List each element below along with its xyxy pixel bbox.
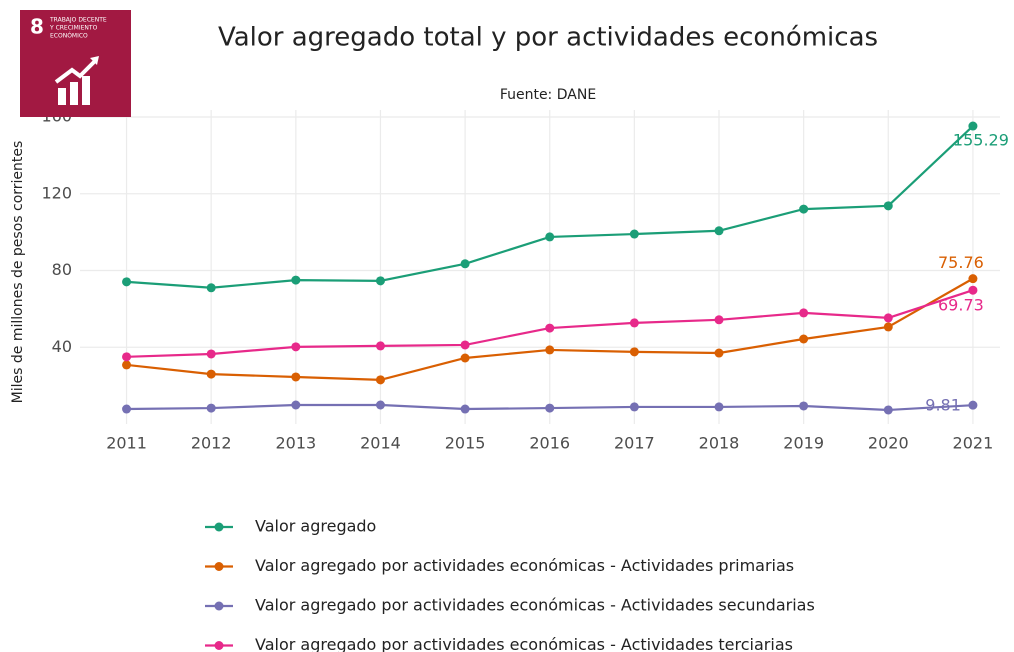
x-tick-label: 2018 <box>699 434 740 453</box>
data-point <box>968 400 978 410</box>
data-point <box>122 352 132 362</box>
data-point <box>460 340 470 350</box>
data-point <box>545 323 555 333</box>
data-point <box>883 322 893 332</box>
data-point <box>714 348 724 358</box>
data-point <box>206 349 216 359</box>
data-point <box>883 405 893 415</box>
data-label: 155.29 <box>953 131 1009 150</box>
data-point <box>883 313 893 323</box>
data-point <box>375 276 385 286</box>
y-axis-label: Miles de millones de pesos corrientes <box>10 141 26 404</box>
data-point <box>545 232 555 242</box>
data-point <box>799 308 809 318</box>
y-tick-label: 120 <box>41 183 72 202</box>
plot-area: 4080120160201120122013201420152016201720… <box>41 107 1008 453</box>
logo-icon <box>82 76 90 105</box>
data-point <box>629 318 639 328</box>
legend-label: Valor agregado por actividades económica… <box>255 556 794 575</box>
data-point <box>206 283 216 293</box>
data-point <box>545 345 555 355</box>
data-point <box>460 404 470 414</box>
x-tick-label: 2014 <box>360 434 401 453</box>
data-point <box>968 121 978 131</box>
data-point <box>799 401 809 411</box>
x-tick-label: 2020 <box>868 434 909 453</box>
data-point <box>629 347 639 357</box>
logo-text: TRABAJO DECENTE <box>49 17 107 24</box>
logo-text: Y CRECIMIENTO <box>49 25 98 32</box>
logo-number: 8 <box>30 15 44 39</box>
data-point <box>122 277 132 287</box>
legend-label: Valor agregado <box>255 517 376 536</box>
legend-marker <box>214 641 224 650</box>
legend-marker <box>214 562 224 571</box>
chart-subtitle: Fuente: DANE <box>500 87 596 103</box>
x-tick-label: 2021 <box>953 434 994 453</box>
data-point <box>714 402 724 412</box>
data-point <box>291 342 301 352</box>
x-tick-label: 2015 <box>445 434 486 453</box>
legend-marker <box>214 601 224 611</box>
legend-marker <box>214 522 224 532</box>
legend-label: Valor agregado por actividades económica… <box>255 635 793 652</box>
y-tick-label: 40 <box>52 337 72 356</box>
logo-icon <box>90 56 99 65</box>
data-point <box>122 360 132 370</box>
chart-title: Valor agregado total y por actividades e… <box>218 23 878 53</box>
data-point <box>206 403 216 413</box>
data-point <box>291 275 301 285</box>
data-point <box>714 226 724 236</box>
data-point <box>714 315 724 325</box>
data-point <box>291 400 301 410</box>
x-tick-label: 2012 <box>191 434 232 453</box>
data-point <box>206 369 216 379</box>
legend-label: Valor agregado por actividades económica… <box>255 596 815 615</box>
data-point <box>460 353 470 363</box>
logo-icon <box>54 58 98 84</box>
data-point <box>375 400 385 410</box>
data-point <box>629 402 639 412</box>
data-point <box>968 285 978 295</box>
data-point <box>375 341 385 351</box>
data-point <box>799 204 809 214</box>
logo-icon <box>58 88 66 105</box>
data-point <box>291 372 301 382</box>
logo: 8 TRABAJO DECENTE Y CRECIMIENTO ECONÓMIC… <box>20 10 131 117</box>
data-label: 9.81 <box>925 396 961 415</box>
data-point <box>799 334 809 344</box>
x-tick-label: 2016 <box>529 434 570 453</box>
x-tick-label: 2011 <box>106 434 147 453</box>
x-tick-label: 2017 <box>614 434 655 453</box>
y-tick-label: 80 <box>52 260 72 279</box>
data-point <box>545 403 555 413</box>
x-tick-label: 2013 <box>275 434 316 453</box>
data-point <box>460 259 470 269</box>
data-point <box>883 201 893 211</box>
logo-icon <box>70 82 78 105</box>
data-label: 69.73 <box>938 296 984 315</box>
x-tick-label: 2019 <box>783 434 824 453</box>
data-point <box>629 229 639 239</box>
logo-text: ECONÓMICO <box>50 33 88 40</box>
panel <box>80 110 1000 424</box>
data-label: 75.76 <box>938 253 984 272</box>
data-point <box>375 375 385 385</box>
data-point <box>968 274 978 284</box>
data-point <box>122 404 132 414</box>
